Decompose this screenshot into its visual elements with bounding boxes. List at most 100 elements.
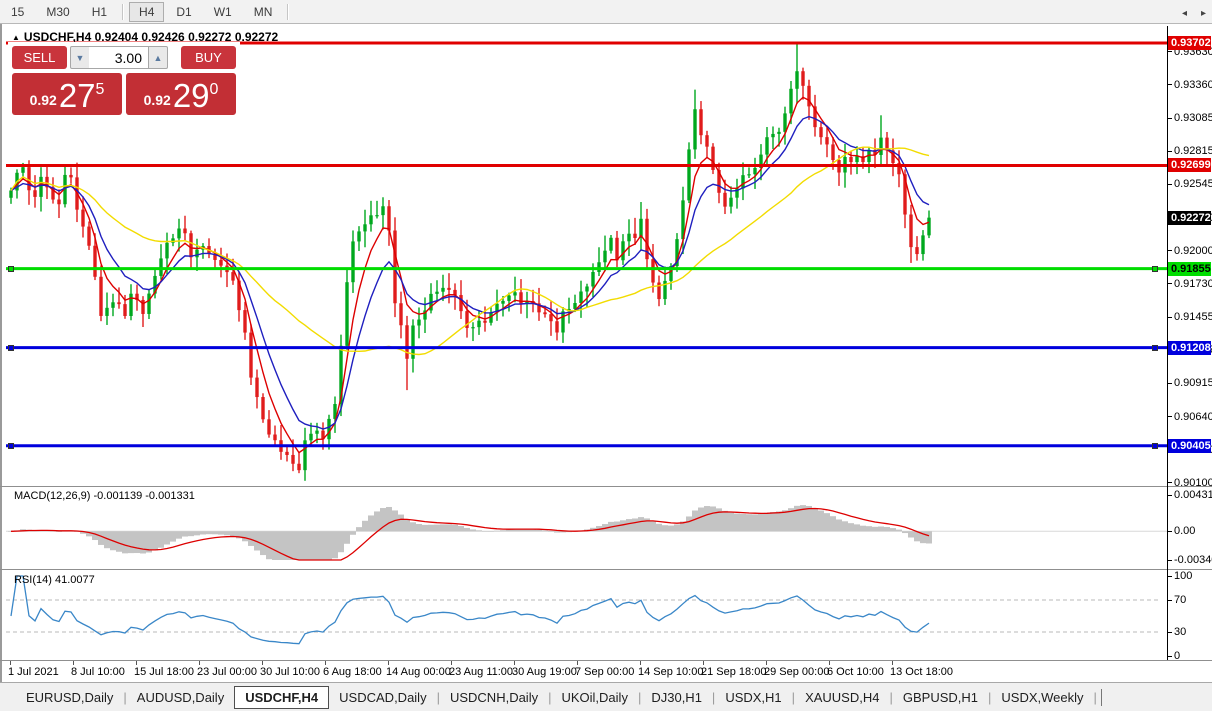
chart-window — [0, 24, 1212, 682]
candle-body — [483, 320, 487, 323]
volume-decrease-button[interactable]: ▼ — [70, 46, 90, 69]
macd-histogram-bar — [902, 531, 908, 534]
pane-separator[interactable] — [0, 486, 1212, 487]
macd-histogram-bar — [800, 505, 806, 532]
candle-body — [477, 320, 481, 328]
macd-histogram-bar — [440, 524, 446, 532]
candle-body — [87, 226, 91, 246]
time-axis-label: 23 Aug 11:00 — [449, 666, 514, 678]
tabs-scroll-left-icon[interactable]: ◂ — [1182, 8, 1188, 19]
macd-histogram-bar — [764, 512, 770, 532]
volume-increase-button[interactable]: ▲ — [148, 46, 168, 69]
price-chart-canvas[interactable] — [6, 26, 1167, 486]
timeframe-button-w1[interactable]: W1 — [213, 4, 232, 19]
macd-tick-label: 0.00431 — [1174, 489, 1212, 501]
line-handle[interactable] — [1152, 344, 1158, 351]
chart-tab-usdx-h1[interactable]: USDX,H1 — [725, 689, 782, 705]
macd-histogram-bar — [788, 508, 794, 532]
chart-tab-eurusd-daily[interactable]: EURUSD,Daily — [26, 689, 114, 705]
macd-histogram-bar — [896, 529, 902, 532]
chart-tab-usdcad-daily[interactable]: USDCAD,Daily — [339, 689, 427, 705]
macd-histogram-bar — [104, 531, 110, 549]
macd-histogram-bar — [482, 531, 488, 532]
macd-indicator-canvas — [6, 505, 1167, 561]
tab-separator: | — [436, 689, 440, 705]
candle-body — [291, 454, 295, 464]
pane-separator[interactable] — [0, 569, 1212, 570]
timeframe-button-mn[interactable]: MN — [253, 4, 273, 19]
macd-histogram-bar — [200, 531, 206, 535]
macd-histogram-bar — [704, 506, 710, 532]
chart-tab-ukoil-daily[interactable]: UKOil,Daily — [561, 689, 628, 705]
tab-separator: | — [988, 689, 992, 705]
ma-line-30 — [10, 146, 930, 356]
candle-body — [453, 289, 457, 296]
price-tick-mark — [1168, 183, 1172, 185]
line-handle[interactable] — [8, 344, 14, 351]
sell-price-panel[interactable]: 0.92 27 5 — [12, 73, 122, 115]
tabs-scroll-right-icon[interactable]: ▸ — [1201, 8, 1207, 19]
candle-body — [339, 345, 343, 405]
timeframe-button-15[interactable]: 15 — [11, 4, 25, 19]
candle-body — [285, 451, 289, 455]
timeframe-button-m30[interactable]: M30 — [46, 4, 70, 19]
line-handle[interactable] — [8, 442, 14, 449]
chart-tab-audusd-daily[interactable]: AUDUSD,Daily — [136, 689, 225, 705]
chart-tab-xauusd-h4[interactable]: XAUUSD,H4 — [805, 689, 880, 705]
line-handle[interactable] — [1152, 265, 1158, 272]
candle-body — [747, 174, 751, 176]
candle-body — [447, 287, 451, 290]
macd-histogram-bar — [920, 531, 926, 544]
candle-body — [633, 233, 637, 238]
macd-histogram-bar — [230, 531, 236, 537]
candle-wick — [634, 217, 636, 246]
timeframe-button-d1[interactable]: D1 — [176, 4, 192, 19]
price-tick-mark — [1168, 117, 1172, 119]
buy-price-panel[interactable]: 0.92 29 0 — [126, 73, 236, 115]
macd-histogram-bar — [368, 515, 374, 532]
chart-tab-usdcnh-daily[interactable]: USDCNH,Daily — [449, 689, 539, 705]
time-axis-label: 1 Jul 2021 — [8, 666, 59, 678]
macd-histogram-bar — [272, 531, 278, 560]
line-handle[interactable] — [1152, 442, 1158, 449]
sell-button[interactable]: SELL — [12, 46, 67, 69]
candle-body — [243, 310, 247, 333]
macd-histogram-bar — [662, 525, 668, 532]
chart-tab-usdchf-h4[interactable]: USDCHF,H4 — [234, 685, 330, 709]
sell-price-prefix: 0.92 — [29, 92, 57, 108]
candle-body — [525, 301, 529, 304]
chart-tab-dj30-h1[interactable]: DJ30,H1 — [651, 689, 702, 705]
collapse-arrow-icon[interactable]: ▲ — [12, 33, 20, 42]
timeframe-button-h4[interactable]: H4 — [129, 1, 165, 22]
time-tick-mark — [766, 661, 767, 665]
buy-button[interactable]: BUY — [181, 46, 236, 69]
macd-histogram-bar — [374, 511, 380, 532]
candle-body — [651, 259, 655, 283]
price-tick-label: 0.90915 — [1174, 377, 1212, 390]
volume-input[interactable] — [89, 46, 148, 69]
candle-body — [57, 199, 61, 205]
macd-histogram-bar — [338, 531, 344, 553]
candle-body — [705, 135, 709, 147]
candle-wick — [772, 126, 774, 149]
candle-body — [153, 275, 157, 294]
quote-high: 0.92426 — [141, 30, 185, 44]
tab-separator: | — [123, 689, 127, 705]
candle-wick — [544, 305, 546, 318]
chart-title-symbol: USDCHF,H4 — [23, 30, 92, 44]
macd-histogram-bar — [332, 531, 338, 559]
time-axis-label: 14 Sep 10:00 — [638, 666, 704, 678]
timeframe-button-h1[interactable]: H1 — [91, 4, 108, 19]
candle-body — [135, 293, 139, 300]
candle-body — [735, 188, 739, 198]
price-tick-label: 0.91730 — [1174, 277, 1212, 290]
candle-body — [231, 272, 235, 281]
candle-body — [45, 176, 49, 188]
price-tick-mark — [1168, 250, 1172, 252]
time-tick-mark — [451, 661, 452, 665]
macd-histogram-bar — [356, 527, 362, 532]
chart-tab-gbpusd-h1[interactable]: GBPUSD,H1 — [902, 689, 979, 705]
line-handle[interactable] — [8, 265, 14, 272]
chart-tab-usdx-weekly[interactable]: USDX,Weekly — [1001, 689, 1084, 705]
candle-body — [213, 253, 217, 260]
